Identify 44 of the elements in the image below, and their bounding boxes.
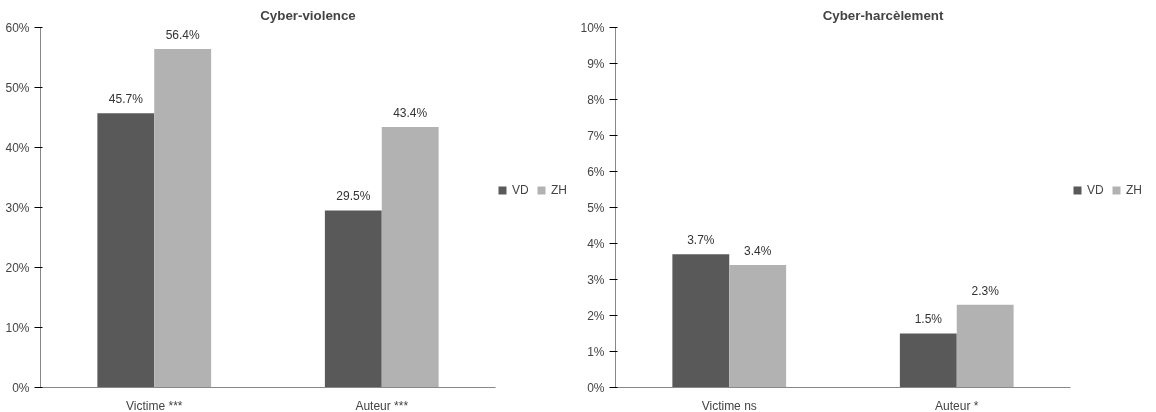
y-tick-label: 2% [587,308,605,323]
bar [899,333,957,388]
chart-title: Cyber-harcèlement [822,7,944,23]
y-tick-label: 8% [587,92,605,107]
bar [729,265,787,388]
y-tick-label: 30% [5,200,30,215]
y-tick-label: 0% [587,380,605,395]
y-tick-label: 10% [580,20,605,35]
bar [672,254,730,388]
bar [956,304,1014,388]
bar [324,210,382,388]
y-tick-label: 3% [587,272,605,287]
legend-label: VD [1087,183,1105,197]
y-tick-label: 60% [5,20,30,35]
y-tick-label: 5% [587,200,605,215]
y-tick-label: 7% [587,128,605,143]
data-label: 45.7% [108,92,144,107]
data-label: 29.5% [336,189,371,204]
data-label: 56.4% [165,27,201,42]
data-label: 3.4% [744,243,772,258]
x-tick-label: Auteur *** [355,398,409,412]
y-tick-label: 10% [5,320,30,335]
x-tick-label: Auteur * [935,398,979,412]
bar [97,113,155,388]
legend-label: VD [512,183,530,197]
y-tick-label: 9% [587,56,605,71]
y-tick-label: 40% [5,140,30,155]
y-tick-label: 6% [587,164,605,179]
y-tick-label: 0% [12,380,30,395]
y-tick-label: 4% [587,236,605,251]
bar [381,127,439,388]
legend-label: ZH [1126,183,1143,197]
y-tick-label: 1% [587,344,605,359]
bar [154,49,212,388]
data-label: 3.7% [687,233,715,248]
x-tick-label: Victime ns [701,398,757,412]
x-tick-label: Victime *** [126,398,183,412]
data-label: 1.5% [914,312,943,327]
legend-label: ZH [551,183,568,197]
data-label: 2.3% [971,283,1000,298]
y-tick-label: 50% [5,80,30,95]
y-tick-label: 20% [5,260,30,275]
data-label: 43.4% [393,105,428,120]
chart-title: Cyber-violence [260,7,356,23]
